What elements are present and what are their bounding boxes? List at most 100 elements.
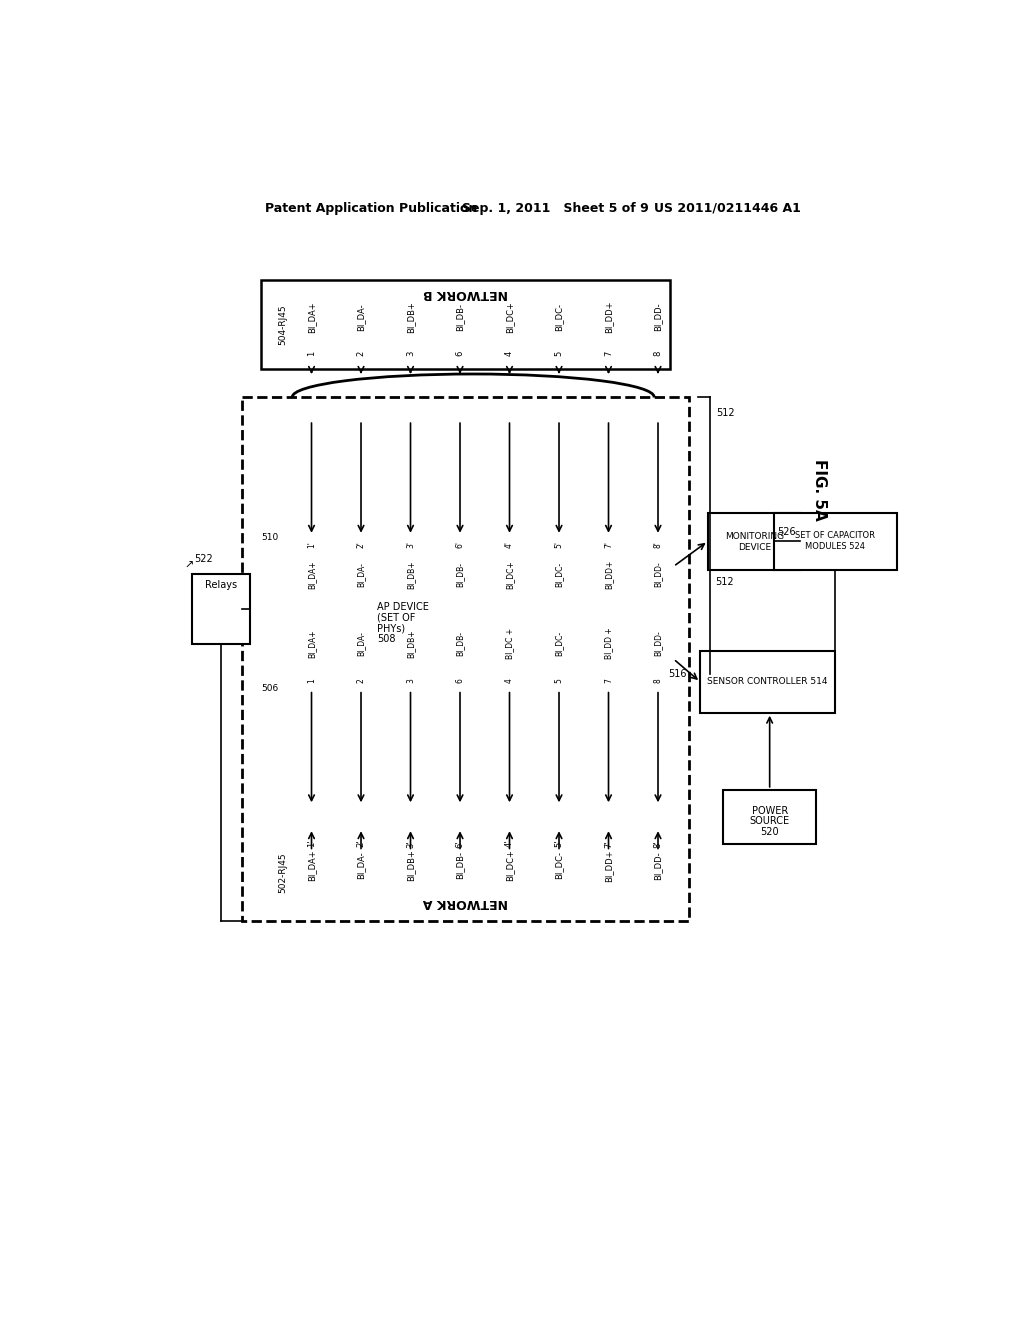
Text: 8: 8 (653, 678, 663, 682)
Text: BI_DB-: BI_DB- (456, 562, 465, 586)
Text: BI_DA-: BI_DA- (356, 631, 366, 656)
Bar (243, 397, 689, 921)
Text: BI_DC+: BI_DC+ (505, 849, 514, 882)
Text: 4': 4' (505, 840, 514, 847)
Text: BI_DA+: BI_DA+ (307, 850, 316, 880)
Bar (708, 512, 801, 570)
Ellipse shape (292, 554, 646, 601)
Text: 1': 1' (307, 840, 316, 847)
Text: BI_DD +: BI_DD + (604, 627, 613, 660)
Text: BI_DD-: BI_DD- (653, 561, 663, 587)
Text: 508: 508 (377, 634, 395, 644)
Text: POWER: POWER (752, 805, 787, 816)
Bar (261, 280, 670, 368)
Text: BI_DB+: BI_DB+ (406, 849, 415, 882)
Text: 1: 1 (307, 351, 316, 356)
Bar (724, 789, 816, 843)
Text: 4: 4 (505, 678, 514, 682)
Text: NETWORK A: NETWORK A (423, 896, 508, 909)
Text: 6: 6 (456, 678, 465, 682)
Text: 7': 7' (604, 840, 613, 847)
Text: 3: 3 (406, 351, 415, 356)
Bar (700, 651, 836, 713)
Text: BI_DB-: BI_DB- (456, 631, 465, 656)
Text: 5: 5 (555, 351, 563, 356)
Text: BI_DB-: BI_DB- (456, 851, 465, 879)
Ellipse shape (292, 374, 654, 420)
Text: 506: 506 (261, 684, 279, 693)
Text: Patent Application Publication: Patent Application Publication (265, 202, 477, 215)
Text: DEVICE: DEVICE (737, 543, 771, 552)
Text: 516: 516 (668, 669, 686, 680)
Text: BI_DA-: BI_DA- (356, 304, 366, 331)
Text: BI_DB+: BI_DB+ (406, 301, 415, 333)
Text: 4: 4 (505, 351, 514, 356)
Text: MONITORING: MONITORING (725, 532, 783, 541)
Text: 2: 2 (356, 678, 366, 682)
Text: BI_DD-: BI_DD- (653, 302, 663, 331)
Text: 2': 2' (356, 840, 366, 847)
Text: BI_DA+: BI_DA+ (307, 301, 316, 333)
Text: 6': 6' (456, 541, 465, 548)
Text: 2': 2' (356, 541, 366, 548)
Bar (193, 574, 250, 644)
Text: 502-RJ45: 502-RJ45 (279, 853, 288, 892)
Text: BI_DC +: BI_DC + (505, 628, 514, 659)
Text: US 2011/0211446 A1: US 2011/0211446 A1 (654, 202, 801, 215)
Text: 512: 512 (715, 577, 733, 587)
Text: BI_DC-: BI_DC- (555, 561, 563, 587)
Text: 1': 1' (307, 541, 316, 548)
Text: 7': 7' (604, 541, 613, 548)
Text: FIG. 5A: FIG. 5A (812, 458, 827, 520)
Text: BI_DA+: BI_DA+ (307, 560, 316, 589)
Text: NETWORK B: NETWORK B (423, 288, 508, 301)
Text: 3': 3' (406, 541, 415, 548)
Ellipse shape (292, 805, 654, 851)
Text: $\nearrow$: $\nearrow$ (182, 560, 195, 570)
Text: 526: 526 (777, 527, 797, 537)
Text: 520: 520 (761, 828, 779, 837)
Text: Relays: Relays (205, 579, 238, 590)
Bar (258, 536, 674, 689)
Text: BI_DD+: BI_DD+ (604, 560, 613, 589)
Text: 5': 5' (555, 541, 563, 548)
Text: BI_DC+: BI_DC+ (505, 560, 514, 589)
Text: 512: 512 (716, 408, 734, 417)
Circle shape (205, 626, 213, 634)
Text: MODULES 524: MODULES 524 (805, 543, 865, 552)
Text: BI_DC+: BI_DC+ (505, 301, 514, 333)
Text: 8: 8 (653, 351, 663, 356)
Text: BI_DB+: BI_DB+ (406, 560, 415, 589)
Text: 8': 8' (653, 541, 663, 548)
Text: BI_DA-: BI_DA- (356, 562, 366, 586)
Text: 3': 3' (406, 840, 415, 847)
Text: 2: 2 (356, 351, 366, 356)
Text: SENSOR CONTROLLER 514: SENSOR CONTROLLER 514 (708, 677, 828, 686)
Text: BI_DD+: BI_DD+ (604, 301, 613, 333)
Text: 6: 6 (456, 351, 465, 356)
Text: SOURCE: SOURCE (750, 816, 790, 826)
Bar (773, 512, 897, 570)
Text: BI_DB-: BI_DB- (456, 304, 465, 331)
Text: BI_DC-: BI_DC- (555, 304, 563, 331)
Text: BI_DD-: BI_DD- (653, 631, 663, 656)
Text: BI_DD-: BI_DD- (653, 851, 663, 879)
Text: BI_DA-: BI_DA- (356, 851, 366, 879)
Text: 1: 1 (307, 678, 316, 682)
Text: 504-RJ45: 504-RJ45 (279, 304, 288, 345)
Text: 5: 5 (555, 678, 563, 682)
Text: 510: 510 (261, 533, 279, 543)
Text: BI_DD+: BI_DD+ (604, 849, 613, 882)
Text: AP DEVICE: AP DEVICE (377, 602, 429, 611)
Bar (261, 829, 670, 917)
Text: 6': 6' (456, 840, 465, 847)
Text: Sep. 1, 2011   Sheet 5 of 9: Sep. 1, 2011 Sheet 5 of 9 (462, 202, 648, 215)
Text: 7: 7 (604, 351, 613, 356)
Text: BI_DC-: BI_DC- (555, 631, 563, 656)
Text: 3: 3 (406, 678, 415, 682)
Text: 522: 522 (195, 554, 213, 564)
Text: 7: 7 (604, 678, 613, 682)
Text: 8': 8' (653, 840, 663, 847)
Text: 4': 4' (505, 541, 514, 548)
Text: BI_DC-: BI_DC- (555, 851, 563, 879)
